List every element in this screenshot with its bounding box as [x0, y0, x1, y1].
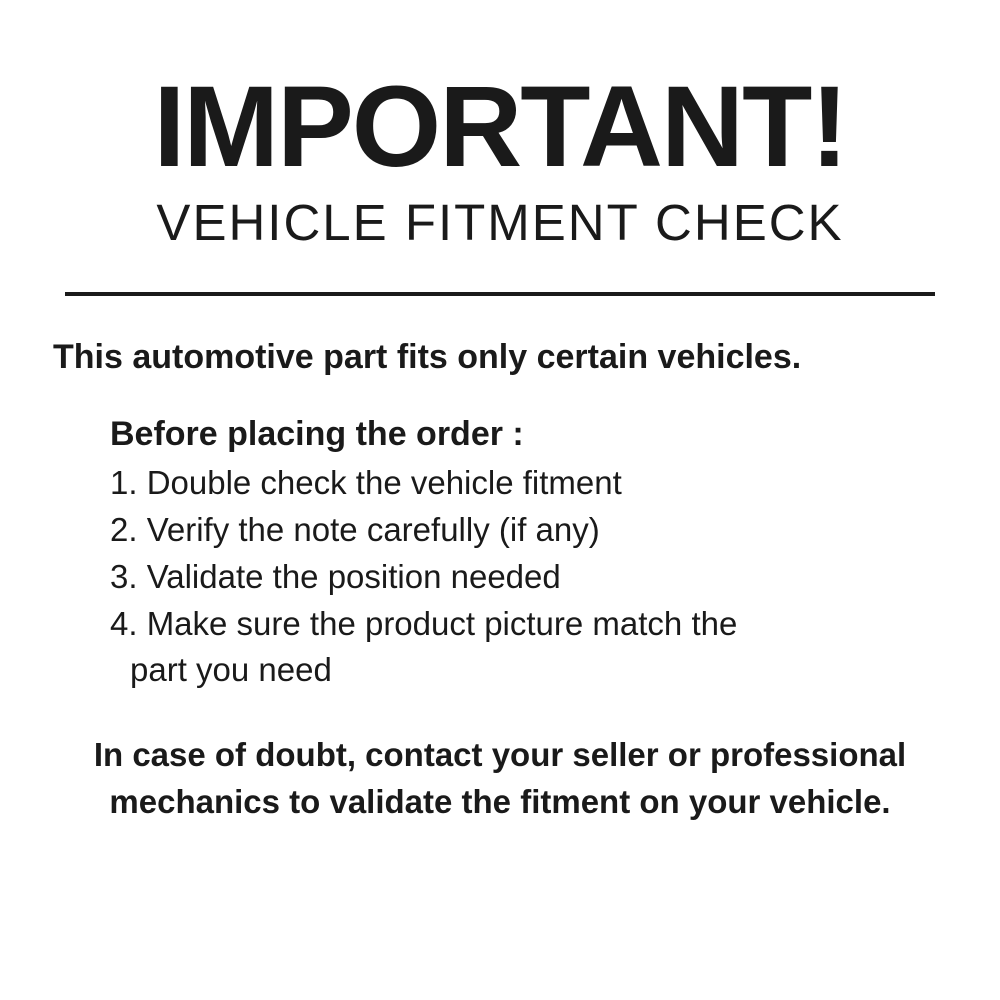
instructions-section: Before placing the order : 1. Double che… [45, 415, 955, 694]
list-heading: Before placing the order : [110, 415, 955, 454]
list-item: 3. Validate the position needed [110, 554, 955, 601]
header: IMPORTANT! VEHICLE FITMENT CHECK [45, 70, 955, 252]
page-title: IMPORTANT! [45, 70, 955, 185]
divider [65, 292, 935, 296]
list-item: 2. Verify the note carefully (if any) [110, 507, 955, 554]
list-item: 1. Double check the vehicle fitment [110, 460, 955, 507]
page-subtitle: VEHICLE FITMENT CHECK [45, 193, 955, 252]
list-item: 4. Make sure the product picture match t… [110, 601, 955, 648]
instructions-list: 1. Double check the vehicle fitment 2. V… [110, 460, 955, 694]
footer-text: In case of doubt, contact your seller or… [45, 732, 955, 826]
intro-text: This automotive part fits only certain v… [45, 338, 955, 377]
list-item: part you need [110, 647, 955, 694]
